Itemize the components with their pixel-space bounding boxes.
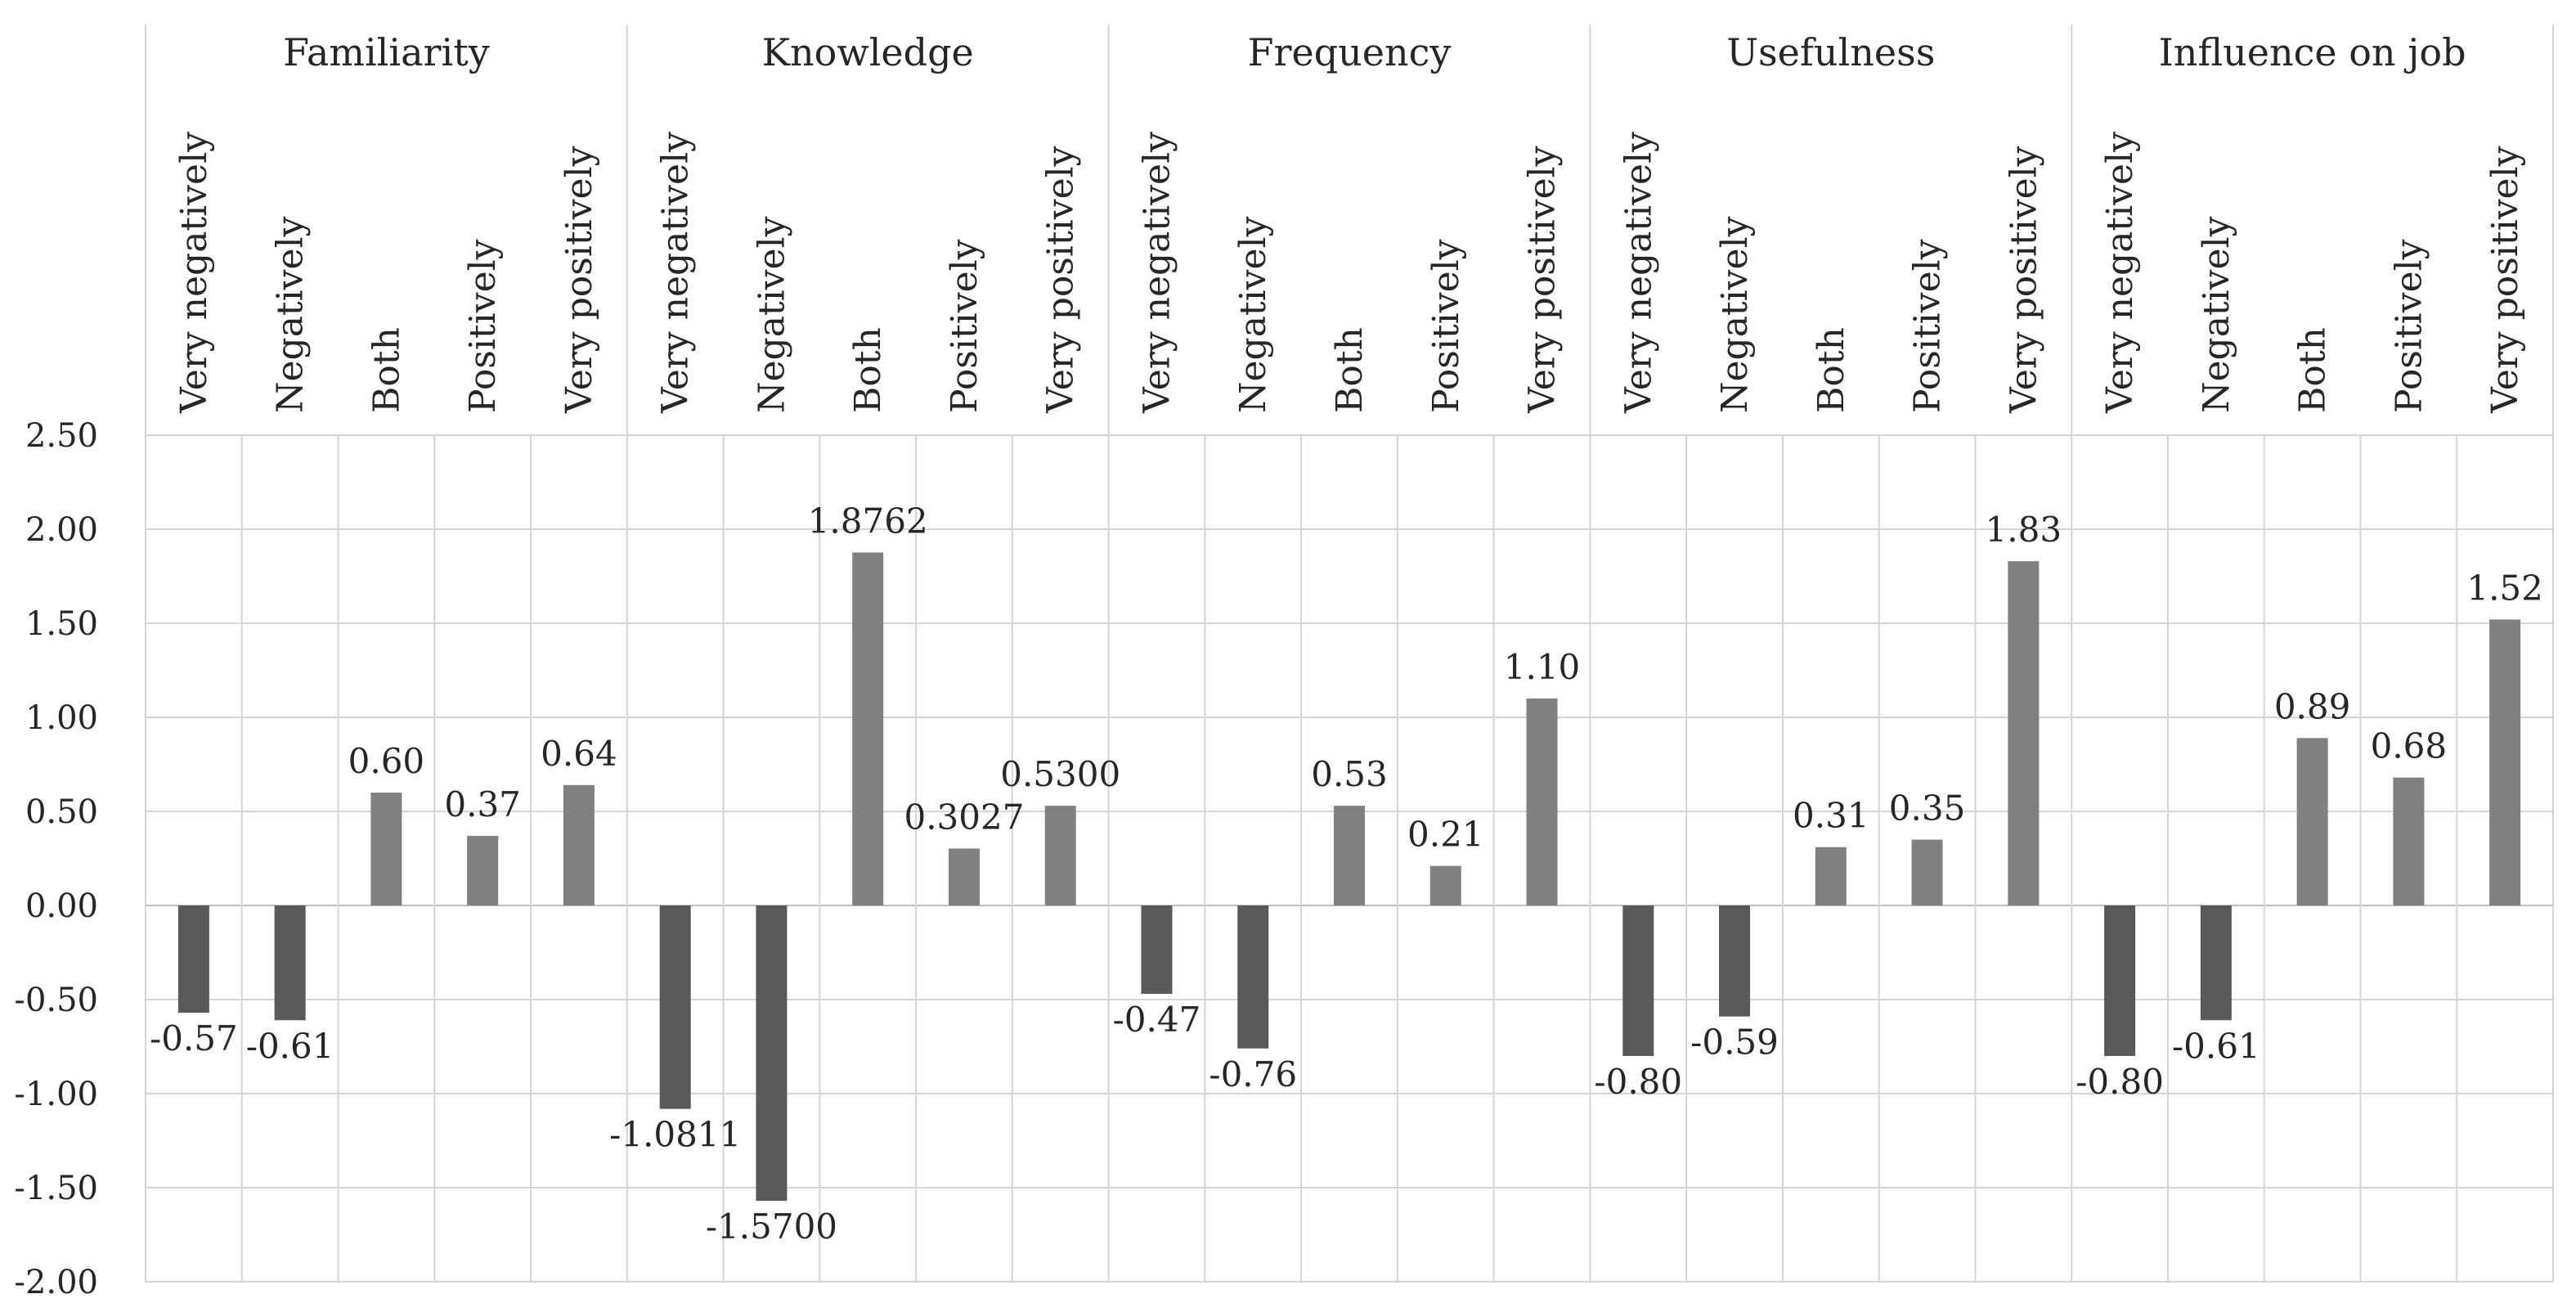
category-label: Very positively <box>2003 146 2044 414</box>
category-label: Very negatively <box>655 132 697 414</box>
y-tick-label: 0.00 <box>25 887 98 925</box>
data-label: -0.61 <box>2172 1026 2260 1066</box>
data-label: -0.47 <box>1113 1000 1201 1040</box>
bar <box>1815 847 1847 905</box>
category-label: Negatively <box>2196 216 2237 413</box>
y-tick-label: -1.50 <box>14 1170 98 1207</box>
data-label: -0.57 <box>150 1018 238 1058</box>
data-label: -1.5700 <box>706 1206 837 1247</box>
bar <box>1429 865 1461 905</box>
data-label: 0.53 <box>1311 754 1388 794</box>
bar <box>467 835 499 905</box>
y-tick-label: -2.00 <box>14 1264 98 1301</box>
category-label: Very negatively <box>1136 132 1178 414</box>
category-label: Positively <box>944 239 985 413</box>
data-label: -0.59 <box>1690 1022 1779 1063</box>
category-label: Both <box>1811 327 1852 413</box>
bar <box>1334 806 1365 905</box>
data-label: -0.76 <box>1209 1054 1297 1094</box>
data-label: -0.80 <box>1594 1062 1682 1102</box>
data-label: -0.80 <box>2076 1062 2164 1102</box>
bar <box>274 905 306 1021</box>
data-label: 1.10 <box>1504 647 1581 687</box>
grid-layer <box>145 25 2554 1283</box>
bar <box>1719 905 1751 1017</box>
group-label: Frequency <box>1248 30 1452 74</box>
group-label: Usefulness <box>1726 30 1935 74</box>
bar <box>2008 561 2040 905</box>
category-label: Negatively <box>751 216 792 413</box>
category-label: Negatively <box>1714 216 1756 413</box>
bar <box>2489 619 2521 905</box>
bar <box>2200 905 2232 1021</box>
bar <box>2104 905 2136 1056</box>
y-tick-label: 0.50 <box>25 793 98 831</box>
group-label: Influence on job <box>2159 30 2466 74</box>
bar <box>177 905 209 1013</box>
y-tick-label: 2.50 <box>25 417 98 455</box>
data-label: -1.0811 <box>609 1115 741 1155</box>
data-label: -0.61 <box>246 1026 334 1066</box>
bar <box>659 905 691 1109</box>
category-label: Very positively <box>1522 146 1564 414</box>
data-label: 0.3027 <box>904 797 1024 837</box>
bar <box>948 848 980 905</box>
bar-layer <box>177 552 2521 1202</box>
data-label: 0.31 <box>1793 796 1869 836</box>
category-label: Positively <box>2388 239 2430 413</box>
bar <box>1237 905 1269 1049</box>
data-label: 0.21 <box>1407 815 1484 855</box>
category-label: Both <box>847 327 889 413</box>
category-label: Both <box>1329 327 1371 413</box>
bar <box>370 793 402 905</box>
group-label: Knowledge <box>762 30 974 74</box>
data-label: 0.5300 <box>1000 754 1120 794</box>
data-label: 1.8762 <box>808 501 928 541</box>
bar <box>2393 777 2425 905</box>
bar <box>2296 738 2328 905</box>
y-tick-label: -1.00 <box>14 1076 98 1113</box>
category-label: Both <box>366 327 407 413</box>
header-layer: Familiarity Very negatively Negatively Both… <box>173 30 2526 414</box>
category-label: Positively <box>462 239 504 413</box>
label-layer: 2.50 2.00 1.50 1.00 0.50 0.00 -0.50 -1.00 -1.50 -… <box>14 417 2542 1301</box>
data-label: 0.37 <box>444 784 521 824</box>
category-label: Very positively <box>2484 146 2526 414</box>
category-label: Negatively <box>270 216 312 413</box>
category-label: Positively <box>1907 239 1949 413</box>
bar <box>1622 905 1654 1056</box>
bar <box>1141 905 1173 995</box>
category-label: Very negatively <box>2099 132 2141 414</box>
bar <box>852 552 884 905</box>
category-label: Very positively <box>559 146 600 414</box>
data-label: 0.68 <box>2371 726 2448 766</box>
data-label: 0.64 <box>541 734 617 774</box>
bar <box>563 784 595 905</box>
group-label: Familiarity <box>283 30 490 74</box>
category-label: Positively <box>1425 239 1467 413</box>
y-tick-label: 2.00 <box>25 511 98 549</box>
category-label: Very positively <box>1040 146 1082 414</box>
bar <box>1911 839 1943 905</box>
data-label: 0.35 <box>1889 789 1966 829</box>
category-label: Both <box>2292 327 2334 413</box>
bar <box>756 905 788 1202</box>
data-label: 0.89 <box>2274 686 2351 726</box>
category-label: Very negatively <box>173 132 215 414</box>
y-tick-label: -0.50 <box>14 982 98 1019</box>
category-label: Negatively <box>1232 216 1274 413</box>
data-label: 1.52 <box>2466 568 2543 608</box>
bar <box>1526 699 1558 905</box>
y-tick-label: 1.50 <box>25 605 98 643</box>
category-label: Very negatively <box>1618 132 1659 414</box>
bar <box>1044 806 1076 905</box>
y-tick-label: 1.00 <box>25 699 98 737</box>
data-label: 0.60 <box>348 741 425 781</box>
data-label: 1.83 <box>1986 510 2062 550</box>
